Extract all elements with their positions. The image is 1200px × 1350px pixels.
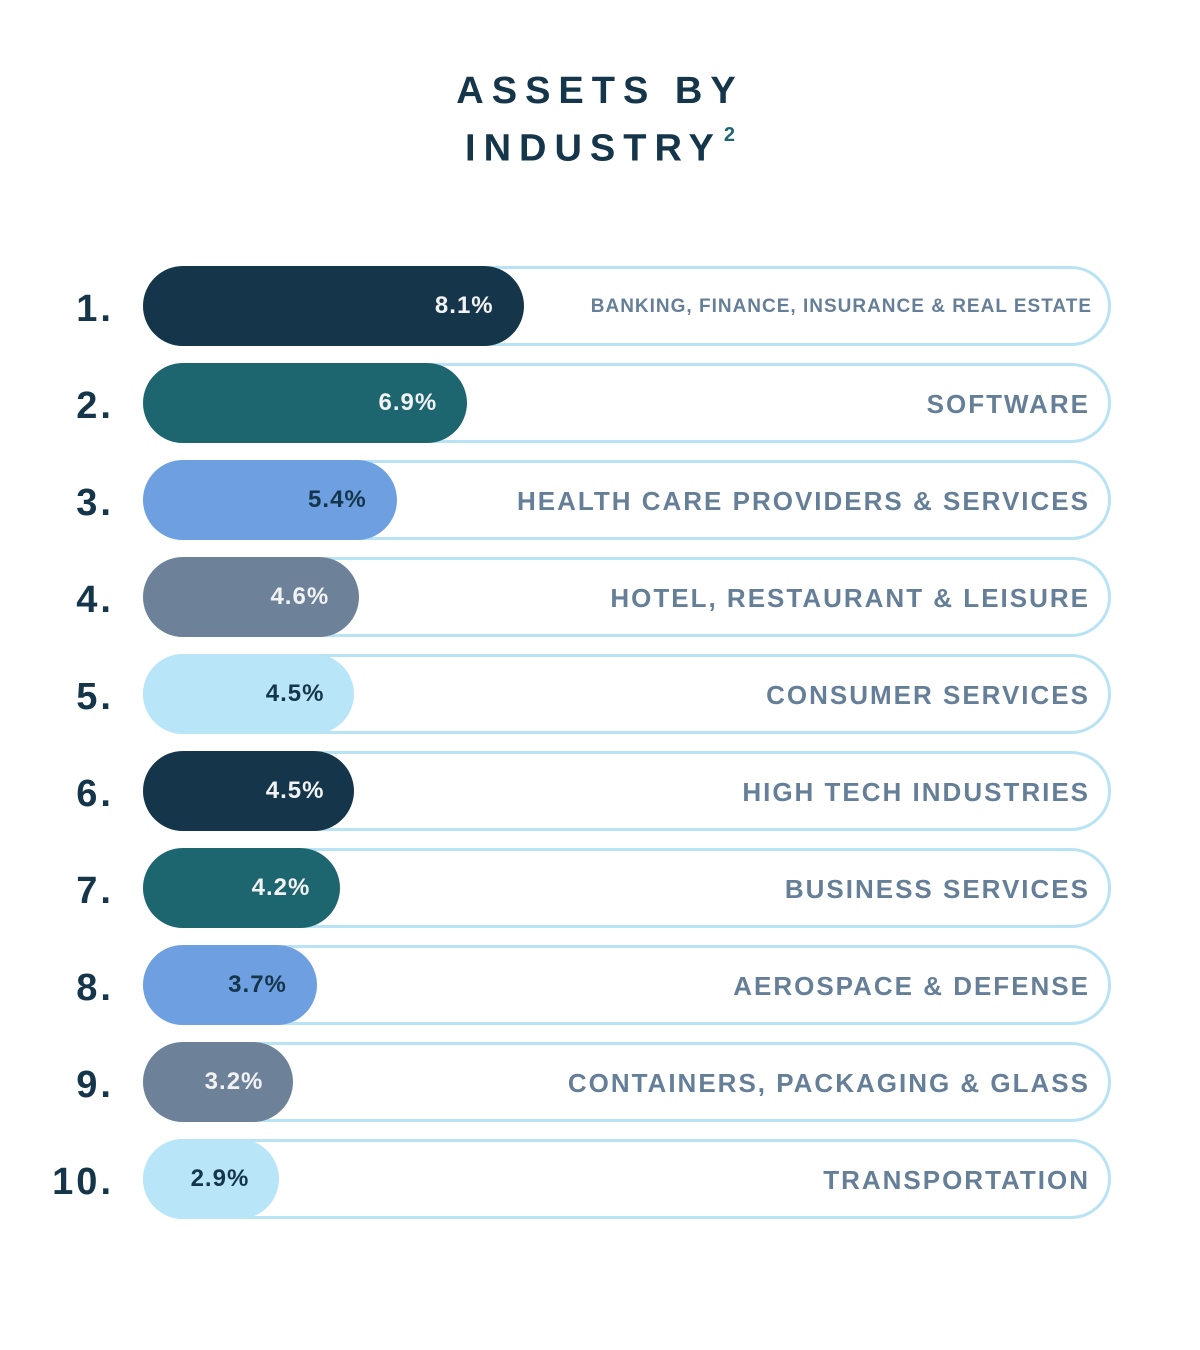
category-label: TRANSPORTATION <box>823 1165 1090 1195</box>
rank-label: 8. <box>76 967 114 1009</box>
bar-value-label: 8.1% <box>434 292 494 319</box>
bar-row: 2. 6.9% SOFTWARE <box>0 363 1200 443</box>
bar-value-label: 6.9% <box>378 389 438 416</box>
category-label: BANKING, FINANCE, INSURANCE & REAL ESTAT… <box>590 296 1092 317</box>
chart-title: ASSETS BY INDUSTRY 2 <box>0 66 1200 174</box>
rank-label: 4. <box>76 579 114 621</box>
category-label: HEALTH CARE PROVIDERS & SERVICES <box>516 486 1090 516</box>
category-label: HIGH TECH INDUSTRIES <box>742 777 1090 807</box>
bar <box>143 266 524 346</box>
bar <box>143 363 468 443</box>
category-label: HOTEL, RESTAURANT & LEISURE <box>610 583 1090 613</box>
rank-label: 5. <box>76 676 114 718</box>
category-label: BUSINESS SERVICES <box>784 874 1090 904</box>
rank-label: 10. <box>52 1161 114 1203</box>
chart-title-line-1: ASSETS BY <box>456 70 744 112</box>
bar <box>143 557 360 637</box>
rank-label: 7. <box>76 870 114 912</box>
bar-row: 4. 4.6% HOTEL, RESTAURANT & LEISURE <box>0 557 1200 637</box>
bar-row: 8. 3.7% AEROSPACE & DEFENSE <box>0 945 1200 1025</box>
bar-row: 6. 4.5% HIGH TECH INDUSTRIES <box>0 751 1200 831</box>
bar-row: 7. 4.2% BUSINESS SERVICES <box>0 848 1200 928</box>
bar-row: 9. 3.2% CONTAINERS, PACKAGING & GLASS <box>0 1042 1200 1122</box>
bar-value-label: 4.5% <box>265 680 325 707</box>
bar <box>143 1042 294 1122</box>
bar <box>143 1139 280 1219</box>
rank-label: 3. <box>76 482 114 524</box>
bar-row: 10. 2.9% TRANSPORTATION <box>0 1139 1200 1219</box>
bar-value-label: 3.7% <box>228 971 287 998</box>
category-label: SOFTWARE <box>926 389 1090 419</box>
bar <box>143 751 355 831</box>
bar-value-label: 4.6% <box>270 583 330 610</box>
rank-label: 9. <box>76 1064 114 1106</box>
bar-row: 1. 8.1% BANKING, FINANCE, INSURANCE & REAL… <box>0 266 1200 346</box>
bar-row: 5. 4.5% CONSUMER SERVICES <box>0 654 1200 734</box>
bar-track <box>143 1042 1111 1122</box>
rank-label: 1. <box>76 288 114 330</box>
rank-label: 2. <box>76 385 114 427</box>
bar-value-label: 5.4% <box>308 486 367 513</box>
bar-track <box>143 1139 1111 1219</box>
footnote-marker: 2 <box>723 124 735 146</box>
rank-label: 6. <box>76 773 114 815</box>
category-label: CONTAINERS, PACKAGING & GLASS <box>567 1068 1090 1098</box>
category-label: AEROSPACE & DEFENSE <box>733 971 1090 1001</box>
bar-value-label: 3.2% <box>204 1068 264 1095</box>
bar <box>143 945 317 1025</box>
bar <box>143 654 355 734</box>
bar <box>143 848 341 928</box>
chart-title-word: INDUSTRY <box>465 127 722 170</box>
bar <box>143 460 397 540</box>
bar-row: 3. 5.4% HEALTH CARE PROVIDERS & SERVICES <box>0 460 1200 540</box>
bar-value-label: 4.2% <box>251 874 311 901</box>
chart-title-line-2: INDUSTRY 2 <box>0 116 1200 174</box>
bar-value-label: 4.5% <box>265 777 325 804</box>
category-label: CONSUMER SERVICES <box>766 680 1090 710</box>
bar-value-label: 2.9% <box>190 1165 250 1192</box>
